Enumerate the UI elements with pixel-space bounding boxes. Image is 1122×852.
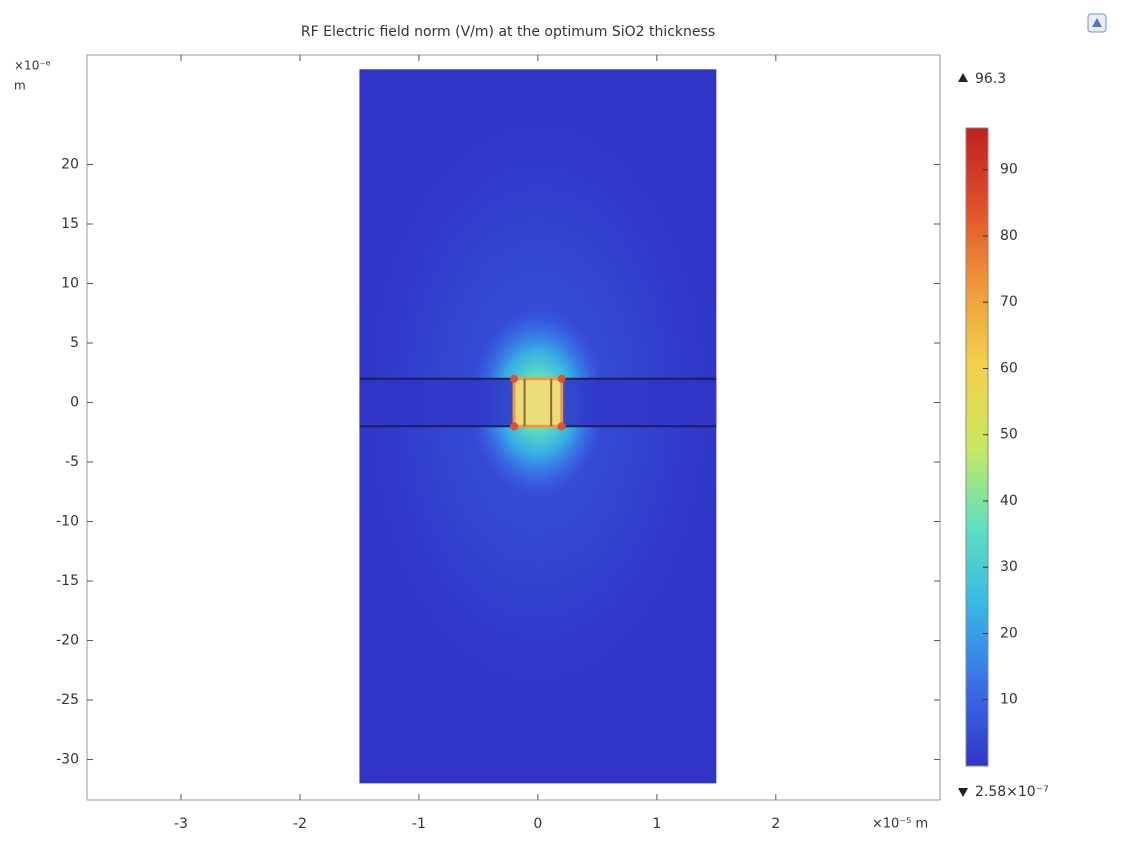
hotspot xyxy=(557,374,566,383)
x-tick-label: -2 xyxy=(293,816,307,832)
colorbar-tick-label: 70 xyxy=(1000,294,1018,310)
electrode xyxy=(512,377,564,428)
x-tick-label: 2 xyxy=(771,816,780,832)
colorbar-tick-label: 60 xyxy=(1000,360,1018,376)
y-tick-label: 15 xyxy=(61,216,79,232)
hotspot xyxy=(510,374,519,383)
x-axis-label: ×10⁻⁵ m xyxy=(872,817,928,832)
colorbar-tick-label: 40 xyxy=(1000,493,1018,509)
y-tick-label: -10 xyxy=(56,514,79,530)
app-icon xyxy=(1087,13,1107,33)
y-tick-label: 0 xyxy=(70,395,79,411)
colorbar-tick-label: 20 xyxy=(1000,625,1018,641)
y-tick-label: -30 xyxy=(56,752,79,768)
colorbar-max-label: 96.3 xyxy=(975,71,1006,87)
y-tick-label: -15 xyxy=(56,573,79,589)
field xyxy=(359,72,717,733)
hotspot xyxy=(510,422,519,431)
colorbar-tick-label: 30 xyxy=(1000,559,1018,575)
x-tick-label: -1 xyxy=(412,816,426,832)
colorbar-tick-label: 50 xyxy=(1000,427,1018,443)
chart-title: RF Electric field norm (V/m) at the opti… xyxy=(301,24,715,40)
hotspot xyxy=(557,422,566,431)
x-tick-label: -3 xyxy=(174,816,188,832)
min-marker xyxy=(958,788,968,797)
y-tick-label: 5 xyxy=(70,335,79,351)
plot-area xyxy=(359,69,717,784)
y-multiplier: ×10⁻⁶ xyxy=(14,59,51,73)
icon-glyph xyxy=(1092,18,1102,27)
y-tick-label: -5 xyxy=(65,454,79,470)
x-tick-label: 0 xyxy=(533,816,542,832)
x-tick-label: 1 xyxy=(652,816,661,832)
colorbar-tick-label: 90 xyxy=(1000,162,1018,178)
colorbar-tick-label: 10 xyxy=(1000,692,1018,708)
y-unit: m xyxy=(14,79,26,93)
y-tick-label: -20 xyxy=(56,633,79,649)
colorbar-tick-label: 80 xyxy=(1000,228,1018,244)
colorbar xyxy=(965,127,989,767)
y-tick-label: 20 xyxy=(61,156,79,172)
max-marker xyxy=(958,73,968,82)
colorbar-min-label: 2.58×10⁻⁷ xyxy=(975,784,1049,800)
y-tick-label: 10 xyxy=(61,275,79,291)
y-tick-label: -25 xyxy=(56,692,79,708)
plot-frame xyxy=(86,54,941,801)
